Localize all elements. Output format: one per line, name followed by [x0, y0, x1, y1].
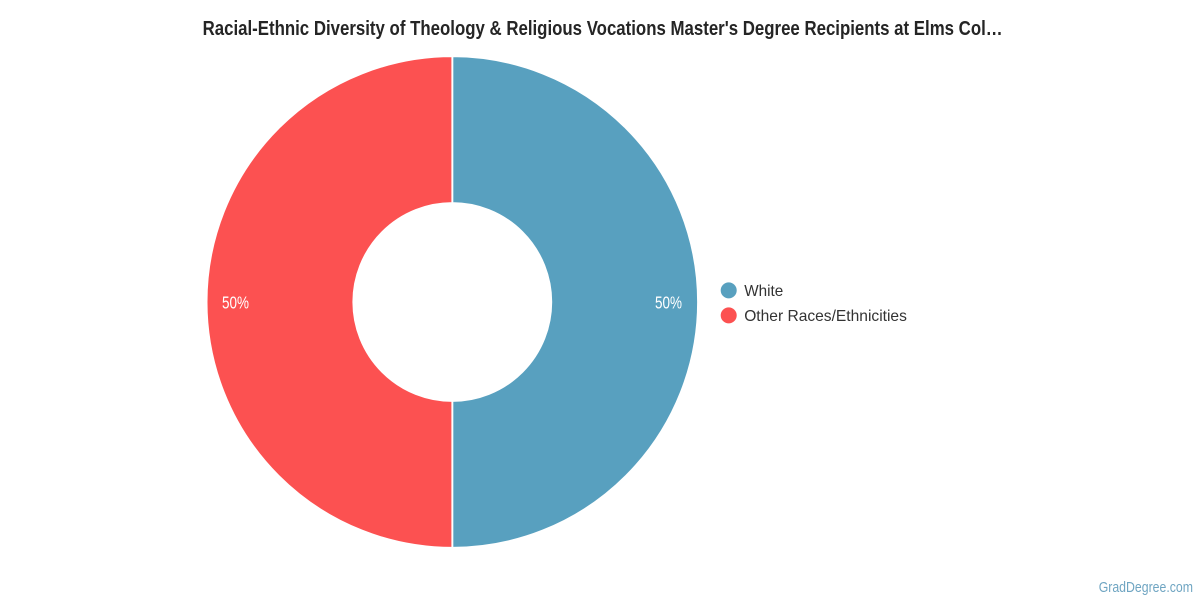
- svg-text:Racial-Ethnic Diversity of The: Racial-Ethnic Diversity of Theology & Re…: [203, 18, 1003, 40]
- svg-text:50%: 50%: [222, 293, 249, 313]
- svg-text:Other Races/Ethnicities: Other Races/Ethnicities: [744, 308, 907, 325]
- svg-text:50%: 50%: [655, 293, 682, 313]
- svg-text:White: White: [744, 283, 783, 300]
- svg-text:GradDegree.com: GradDegree.com: [1099, 579, 1193, 596]
